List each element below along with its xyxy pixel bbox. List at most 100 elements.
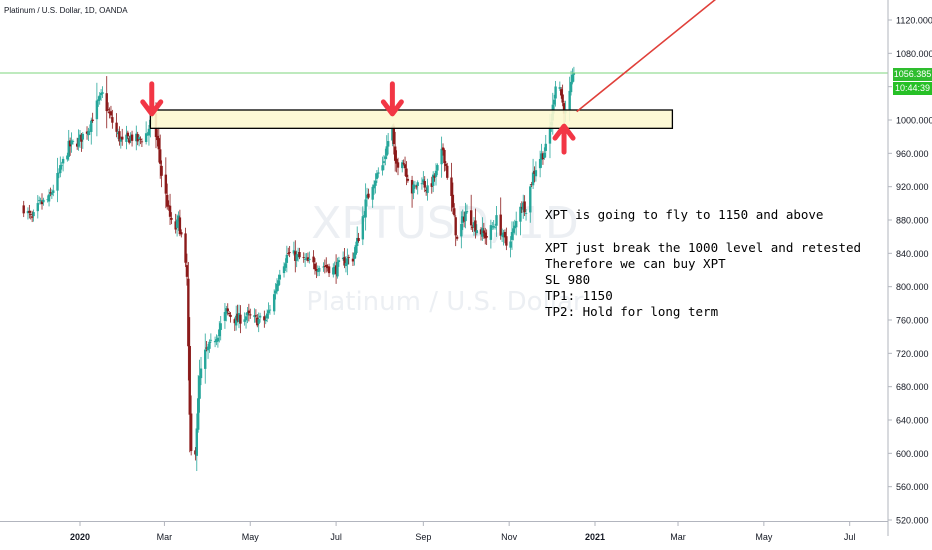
candle — [530, 181, 533, 188]
candle — [355, 226, 359, 254]
candle — [344, 256, 348, 273]
time-tick-label: Jul — [330, 532, 342, 542]
candle — [461, 209, 464, 231]
candle — [164, 157, 168, 209]
candle — [509, 236, 512, 258]
candle — [318, 265, 321, 277]
candle — [216, 335, 220, 348]
candle — [485, 229, 488, 246]
price-tick-label: 680.000 — [896, 382, 929, 392]
candle — [436, 163, 439, 176]
candle — [237, 304, 241, 329]
candle — [572, 66, 576, 82]
candle — [361, 206, 365, 246]
candle — [130, 130, 134, 147]
price-tick-label: 1000.000 — [896, 116, 932, 126]
candle — [312, 250, 315, 270]
candle — [90, 117, 93, 145]
candle — [520, 201, 524, 213]
candle — [223, 302, 227, 329]
candle — [351, 252, 355, 266]
candle — [77, 129, 80, 151]
candle — [264, 315, 267, 325]
candle — [42, 197, 45, 206]
candle — [410, 175, 414, 208]
candle — [206, 344, 210, 359]
up-arrow-marker[interactable] — [552, 123, 576, 155]
candle — [189, 395, 193, 456]
candle — [346, 248, 349, 276]
candle — [67, 129, 70, 161]
candle — [502, 229, 505, 246]
candle — [500, 228, 504, 243]
candle — [515, 211, 518, 236]
candle — [469, 194, 473, 230]
candle — [246, 306, 249, 324]
annotation-line-3: Therefore we can buy XPT — [545, 256, 726, 271]
resistance-zone-box[interactable] — [149, 109, 674, 129]
candle — [454, 215, 457, 247]
time-tick-label: Nov — [501, 532, 518, 542]
candle — [453, 203, 456, 218]
candle — [175, 214, 179, 237]
candle — [364, 183, 367, 231]
plot-area[interactable] — [22, 66, 576, 472]
time-axis[interactable]: 2020 Mar May Jul Sep Nov 2021 Mar May Jul — [70, 521, 855, 543]
candle — [184, 227, 187, 268]
candle — [424, 187, 428, 196]
candle — [325, 257, 328, 273]
candle — [531, 158, 535, 189]
candle — [50, 189, 54, 199]
candle — [267, 302, 270, 319]
candle — [209, 333, 213, 343]
candle — [188, 317, 191, 453]
candle — [263, 310, 266, 328]
candle — [139, 136, 142, 145]
candle — [294, 240, 297, 273]
candle — [571, 68, 574, 85]
candle — [254, 309, 258, 323]
candle — [166, 183, 169, 210]
candle — [315, 262, 318, 279]
candle — [47, 189, 51, 207]
candle — [121, 128, 124, 146]
candle — [353, 247, 356, 266]
trend-arrow[interactable] — [576, 0, 750, 113]
candle — [56, 157, 59, 203]
candle — [225, 305, 228, 322]
candle — [420, 177, 424, 190]
bar-countdown-tag: 10:44:39 — [893, 82, 932, 95]
candle — [119, 136, 123, 149]
candle — [444, 161, 448, 171]
candle — [401, 159, 404, 173]
price-tick-label: 840.000 — [896, 249, 929, 259]
candle — [499, 197, 502, 240]
candle — [75, 137, 79, 150]
annotation-line-5: TP1: 1150 — [545, 288, 613, 303]
candle — [493, 223, 497, 230]
price-tick-label: 760.000 — [896, 316, 929, 326]
candle — [106, 102, 110, 113]
time-tick-label: Mar — [157, 532, 173, 542]
candle — [513, 219, 516, 235]
candle — [450, 162, 453, 212]
candle — [52, 184, 55, 197]
candle — [22, 200, 25, 218]
candle — [59, 156, 62, 178]
candle — [147, 124, 151, 146]
down-arrow-marker[interactable] — [140, 81, 164, 117]
price-axis[interactable]: 520.000 560.000 600.000 640.000 680.000 720.0… — [888, 16, 932, 526]
candle — [32, 209, 35, 222]
candle — [115, 113, 118, 138]
price-tick-label: 520.000 — [896, 516, 929, 526]
candle — [561, 84, 564, 107]
candle — [180, 229, 183, 238]
candle — [137, 134, 141, 147]
symbol-title[interactable]: Platinum / U.S. Dollar, 1D, OANDA — [4, 6, 128, 15]
candle — [178, 209, 182, 237]
candle — [393, 131, 397, 172]
candle — [81, 132, 85, 149]
candle — [229, 311, 232, 323]
down-arrow-marker[interactable] — [380, 81, 404, 117]
